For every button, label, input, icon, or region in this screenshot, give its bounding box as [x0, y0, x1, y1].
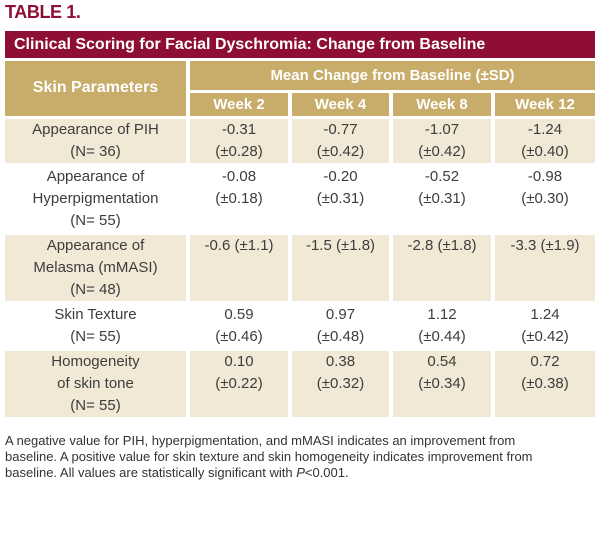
header-row-group: Skin Parameters Mean Change from Baselin… — [5, 61, 595, 119]
value-cell: -1.24 (±0.40) — [493, 117, 595, 166]
col-header-week-4: Week 4 — [290, 91, 393, 119]
header-row-weeks: Week 2 Week 4 Week 8 Week 12 — [5, 91, 595, 119]
col-header-week-2: Week 2 — [188, 91, 292, 119]
table-row-homogeneity: Homogeneity of skin tone (N= 55) 0.10 (±… — [5, 349, 595, 420]
data-table: Skin Parameters Mean Change from Baselin… — [5, 61, 595, 420]
table-row-melasma: Appearance of Melasma (mMASI) (N= 48) -0… — [5, 233, 595, 304]
value-cell: 1.24 (±0.42) — [493, 302, 595, 351]
param-cell: Homogeneity of skin tone (N= 55) — [5, 349, 190, 420]
page-title: TABLE 1. — [5, 2, 81, 22]
value-cell: 1.12 (±0.44) — [391, 302, 495, 351]
value-cell: 0.59 (±0.46) — [188, 302, 292, 351]
param-cell: Appearance of PIH (N= 36) — [5, 117, 190, 166]
col-header-week-8: Week 8 — [391, 91, 495, 119]
page: TABLE 1. Clinical Scoring for Facial Dys… — [5, 2, 595, 481]
param-cell: Appearance of Melasma (mMASI) (N= 48) — [5, 233, 190, 304]
table-row-skin-texture: Skin Texture (N= 55) 0.59 (±0.46) 0.97 (… — [5, 302, 595, 351]
value-cell: -1.07 (±0.42) — [391, 117, 495, 166]
footnote-text: A negative value for PIH, hyperpigmentat… — [5, 432, 533, 480]
value-cell: -0.77 (±0.42) — [290, 117, 393, 166]
value-cell: -0.6 (±1.1) — [188, 233, 292, 304]
table-title-bar: Clinical Scoring for Facial Dyschromia: … — [5, 31, 595, 58]
value-cell: 0.10 (±0.22) — [188, 349, 292, 420]
param-cell: Appearance of Hyperpigmentation (N= 55) — [5, 164, 190, 235]
footnote-text-after: <0.001. — [304, 464, 349, 480]
param-cell: Skin Texture (N= 55) — [5, 302, 190, 351]
value-cell: -0.20 (±0.31) — [290, 164, 393, 235]
col-header-skin-parameters: Skin Parameters — [5, 61, 190, 119]
table-row-pih: Appearance of PIH (N= 36) -0.31 (±0.28) … — [5, 117, 595, 166]
col-header-mean-change-group: Mean Change from Baseline (±SD) — [188, 61, 595, 93]
table-footnote: A negative value for PIH, hyperpigmentat… — [5, 433, 595, 481]
clinical-scoring-table: Clinical Scoring for Facial Dyschromia: … — [5, 31, 595, 420]
value-cell: -0.52 (±0.31) — [391, 164, 495, 235]
col-header-week-12: Week 12 — [493, 91, 595, 119]
value-cell: -0.31 (±0.28) — [188, 117, 292, 166]
value-cell: 0.38 (±0.32) — [290, 349, 393, 420]
value-cell: -3.3 (±1.9) — [493, 233, 595, 304]
table-row-hyperpigmentation: Appearance of Hyperpigmentation (N= 55) … — [5, 164, 595, 235]
p-value-symbol: P — [296, 464, 305, 480]
value-cell: 0.54 (±0.34) — [391, 349, 495, 420]
value-cell: 0.72 (±0.38) — [493, 349, 595, 420]
value-cell: -0.08 (±0.18) — [188, 164, 292, 235]
value-cell: -1.5 (±1.8) — [290, 233, 393, 304]
value-cell: -2.8 (±1.8) — [391, 233, 495, 304]
value-cell: 0.97 (±0.48) — [290, 302, 393, 351]
value-cell: -0.98 (±0.30) — [493, 164, 595, 235]
